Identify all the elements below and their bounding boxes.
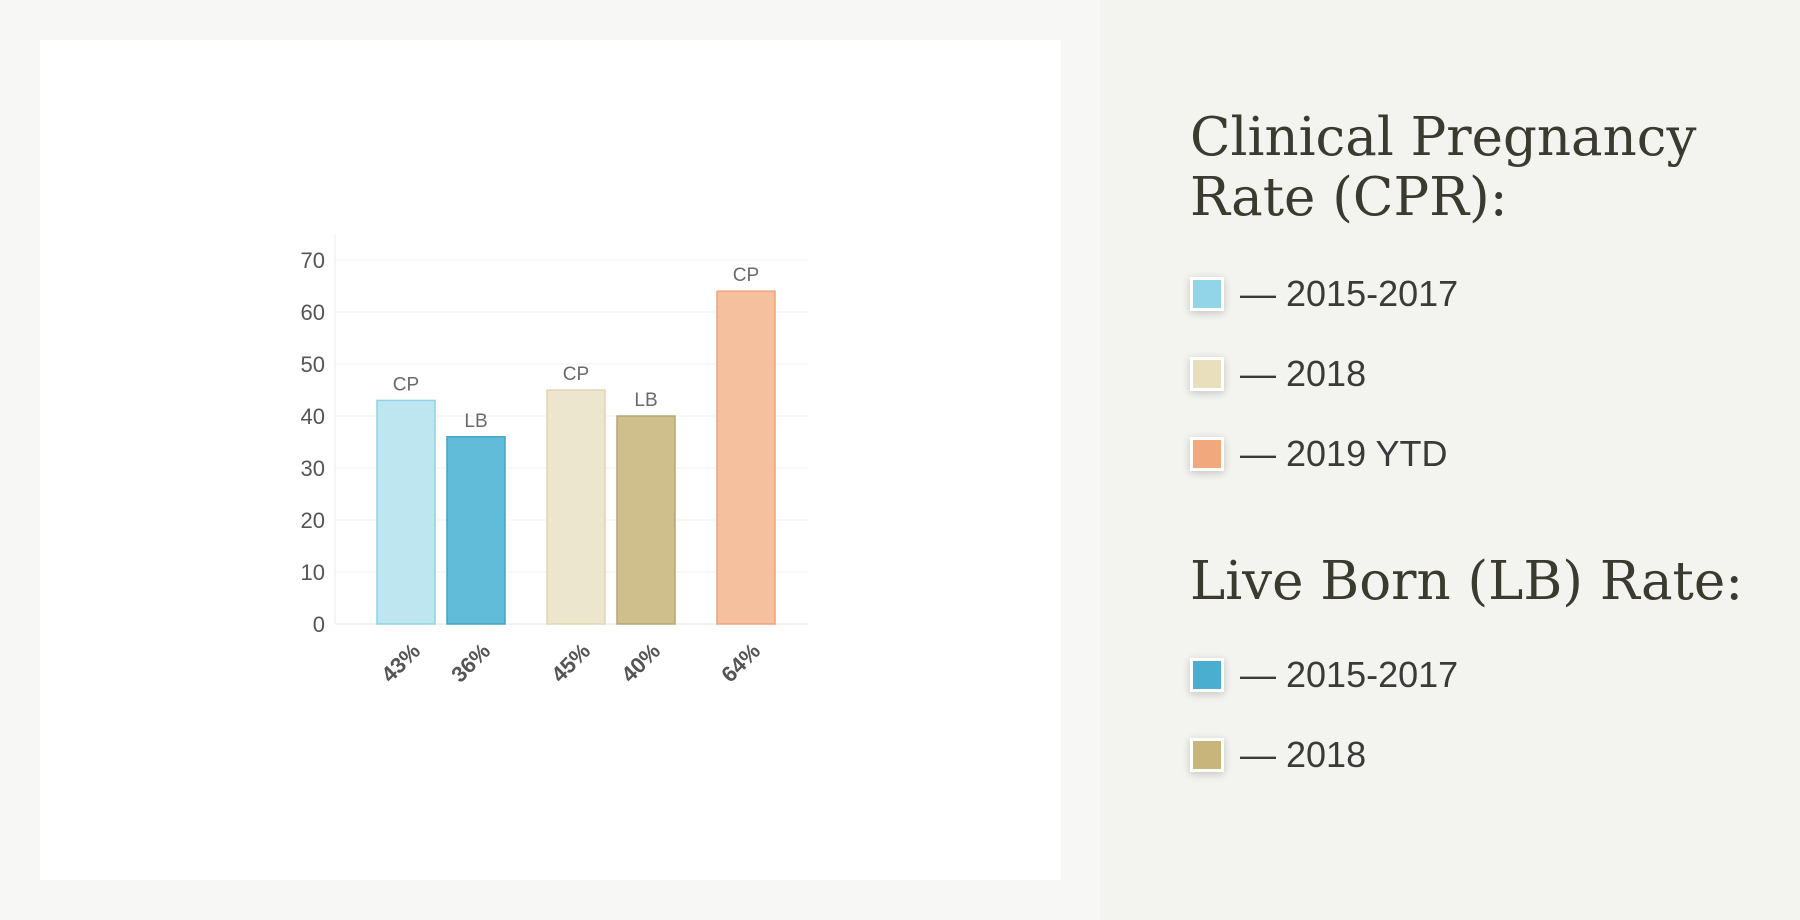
legend-item-lb-2015-2017: — 2015-2017 xyxy=(1190,654,1459,695)
y-tick-label: 70 xyxy=(301,248,325,273)
legend-item-cpr-2015-2017: — 2015-2017 xyxy=(1190,273,1459,314)
legend-label: — 2018 xyxy=(1240,353,1367,394)
y-tick-label: 50 xyxy=(301,352,325,377)
legend-item-lb-2018: — 2018 xyxy=(1190,734,1367,775)
legend-label: — 2015-2017 xyxy=(1240,273,1459,314)
cpr-legend-title: Clinical Pregnancy Rate (CPR): xyxy=(1190,107,1697,228)
bar-1 xyxy=(376,399,436,625)
swatch-cpr-2018 xyxy=(1190,357,1224,391)
bar-category-label: LB xyxy=(634,390,657,411)
bar-4 xyxy=(616,415,676,625)
bar-category-label: CP xyxy=(563,364,589,385)
y-tick-label: 60 xyxy=(301,300,325,325)
legend-item-cpr-2018: — 2018 xyxy=(1190,353,1367,394)
legend-label: — 2019 YTD xyxy=(1240,433,1448,474)
bars xyxy=(376,290,776,625)
bar-value-label: 36% xyxy=(446,638,495,687)
y-tick-label: 20 xyxy=(301,508,325,533)
bar-value-label: 64% xyxy=(716,638,765,687)
bar-chart: 0 10 20 30 40 50 60 70 CP LB CP LB CP 43% 36% 45% 40% 6… xyxy=(301,235,808,687)
y-tick-label: 30 xyxy=(301,456,325,481)
bar-category-label: CP xyxy=(733,265,759,286)
chart-card: 0 10 20 30 40 50 60 70 CP LB CP LB CP 43% 36% 45% 40% 6… xyxy=(40,40,1061,880)
bar-category-label: LB xyxy=(464,411,487,432)
legend-label: — 2015-2017 xyxy=(1240,654,1459,695)
y-tick-label: 0 xyxy=(313,612,325,637)
legend-item-cpr-2019-ytd: — 2019 YTD xyxy=(1190,433,1448,474)
bar-5 xyxy=(716,290,776,625)
swatch-cpr-2015-2017 xyxy=(1190,277,1224,311)
lb-legend-title: Live Born (LB) Rate: xyxy=(1190,551,1744,612)
bar-value-label: 45% xyxy=(546,638,595,687)
bar-value-label: 40% xyxy=(616,638,665,687)
y-tick-label: 10 xyxy=(301,560,325,585)
swatch-lb-2015-2017 xyxy=(1190,658,1224,692)
bar-3 xyxy=(546,389,606,625)
bar-2 xyxy=(446,436,506,625)
legend-panel: Clinical Pregnancy Rate (CPR): — 2015-20… xyxy=(1100,0,1800,920)
y-tick-label: 40 xyxy=(301,404,325,429)
bar-category-label: CP xyxy=(393,374,419,395)
swatch-lb-2018 xyxy=(1190,738,1224,772)
bar-value-label: 43% xyxy=(376,638,425,687)
y-axis-ticks: 0 10 20 30 40 50 60 70 xyxy=(301,248,325,637)
bar-labels: CP LB CP LB CP xyxy=(393,265,759,432)
legend-label: — 2018 xyxy=(1240,734,1367,775)
value-labels: 43% 36% 45% 40% 64% xyxy=(376,638,765,687)
swatch-cpr-2019-ytd xyxy=(1190,437,1224,471)
